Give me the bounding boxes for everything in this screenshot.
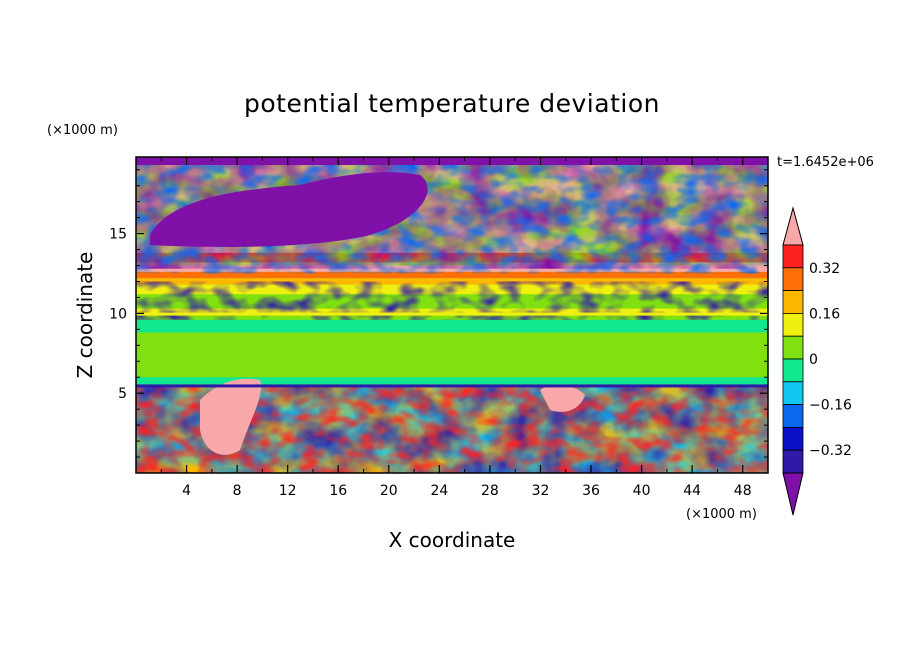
colorbar-extend-max <box>782 206 804 246</box>
y-axis-label: Z coordinate <box>73 252 97 379</box>
x-tick-label: 28 <box>481 483 499 499</box>
colorbar-box <box>782 312 804 337</box>
field-layer <box>136 319 768 333</box>
colorbar-box <box>782 244 804 269</box>
colorbar-box <box>782 267 804 291</box>
x-tick-label: 48 <box>734 483 752 499</box>
y-axis: 5 10 15 <box>109 169 768 458</box>
colorbar-tick-label: 0 <box>809 352 818 368</box>
field-top-band <box>136 157 768 165</box>
colorbar-box <box>782 290 804 314</box>
y-tick-label: 10 <box>109 306 127 322</box>
chart-title: potential temperature deviation <box>244 89 660 118</box>
colorbar-tick-label: −0.32 <box>809 443 852 459</box>
field-layer <box>136 377 768 386</box>
field-layer <box>136 271 768 279</box>
colorbar-tick-label: 0.16 <box>809 306 840 322</box>
colorbar-box <box>782 335 804 360</box>
colorbar-box <box>782 426 804 451</box>
x-tick-label: 12 <box>279 483 297 499</box>
colorbar-box <box>782 449 804 474</box>
x-tick-label: 16 <box>329 483 347 499</box>
x-axis: 4 8 12 16 20 24 28 32 36 40 44 48 <box>160 157 752 499</box>
y-tick-label: 15 <box>109 227 127 243</box>
y-tick-label: 5 <box>118 386 127 402</box>
x-tick-label: 24 <box>430 483 448 499</box>
colorbar-box <box>782 404 804 428</box>
colorbar-tick-label: 0.32 <box>809 261 840 277</box>
time-label: t=1.6452e+06 <box>777 155 874 170</box>
x-tick-label: 32 <box>532 483 550 499</box>
x-unit-label: (×1000 m) <box>686 507 757 522</box>
x-tick-label: 44 <box>683 483 701 499</box>
x-axis-label: X coordinate <box>389 528 516 552</box>
x-tick-label: 20 <box>380 483 398 499</box>
x-tick-label: 8 <box>233 483 242 499</box>
colorbar-box <box>782 381 804 405</box>
colorbar: 0.32 0.16 0 −0.16 −0.32 <box>782 206 852 516</box>
x-tick-label: 36 <box>582 483 600 499</box>
plot-frame <box>135 156 769 474</box>
colorbar-box <box>782 358 804 383</box>
field-boundary <box>136 384 768 388</box>
colorbar-tick-label: −0.16 <box>809 398 852 414</box>
colorbar-extend-min <box>782 472 804 516</box>
field-layer <box>136 332 768 378</box>
x-tick-label: 40 <box>633 483 651 499</box>
contour-field <box>136 157 768 473</box>
x-tick-label: 4 <box>182 483 191 499</box>
y-unit-label: (×1000 m) <box>47 123 118 138</box>
